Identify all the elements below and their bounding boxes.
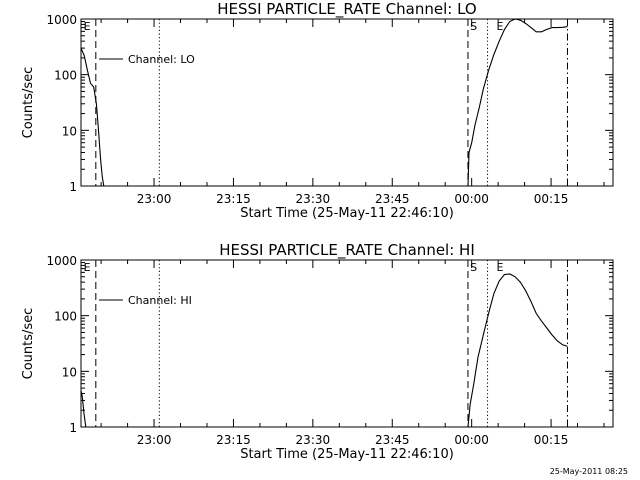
legend-label: Channel: LO <box>128 53 195 66</box>
count-rate-curve-segment <box>80 390 87 428</box>
y-axis-label: Counts/sec <box>21 67 36 139</box>
x-tick-label: 23:45 <box>375 192 410 206</box>
plot-frame <box>80 18 614 187</box>
chart-title: HESSI PARTICLE_RATE Channel: HI <box>219 241 475 260</box>
event-marker-label: E <box>497 261 504 274</box>
hi-channel-panel: HESSI PARTICLE_RATE Channel: HI 1 10 100 100… <box>21 241 614 462</box>
x-tick-label: 23:15 <box>216 192 251 206</box>
count-rate-curve-segment <box>80 47 105 187</box>
y-tick-label: 10 <box>62 365 77 379</box>
x-tick-label: 23:45 <box>375 433 410 447</box>
y-tick-label: 1000 <box>46 13 77 27</box>
y-tick-label: 100 <box>54 69 77 83</box>
x-tick-label: 00:00 <box>454 433 489 447</box>
count-rate-curve-segment <box>467 273 568 428</box>
y-tick-label: 1 <box>69 180 77 194</box>
x-tick-label: 00:15 <box>534 433 569 447</box>
x-tick-label: 23:00 <box>137 433 172 447</box>
event-marker-label: S <box>470 20 477 33</box>
event-marker-label: S <box>470 261 477 274</box>
x-axis-label: Start Time (25-May-11 22:46:10) <box>240 206 454 221</box>
chart-title: HESSI PARTICLE_RATE Channel: LO <box>217 0 476 19</box>
event-marker-label: E <box>84 20 91 33</box>
plot-frame <box>80 259 614 428</box>
x-axis-label: Start Time (25-May-11 22:46:10) <box>240 447 454 462</box>
lo-channel-panel: HESSI PARTICLE_RATE Channel: LO 1 10 100 100… <box>21 0 614 221</box>
x-tick-label: 00:15 <box>534 192 569 206</box>
legend-label: Channel: HI <box>128 294 192 307</box>
x-tick-label: 23:15 <box>216 433 251 447</box>
plot-timestamp: 25-May-2011 08:25 <box>550 467 628 476</box>
count-rate-curve-segment <box>467 18 568 187</box>
y-axis-label: Counts/sec <box>21 308 36 380</box>
y-tick-label: 100 <box>54 310 77 324</box>
x-tick-label: 00:00 <box>454 192 489 206</box>
y-tick-label: 10 <box>62 124 77 138</box>
x-tick-label: 23:00 <box>137 192 172 206</box>
x-tick-label: 23:30 <box>296 433 331 447</box>
y-tick-label: 1 <box>69 421 77 435</box>
event-marker-label: E <box>497 20 504 33</box>
x-tick-label: 23:30 <box>296 192 331 206</box>
event-marker-label: E <box>84 261 91 274</box>
y-tick-label: 1000 <box>46 254 77 268</box>
